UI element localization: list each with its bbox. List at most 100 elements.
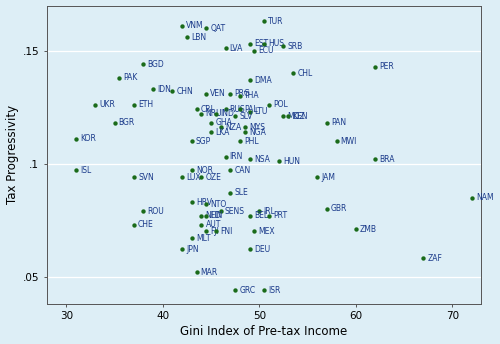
Text: SGP: SGP [196, 137, 211, 146]
Point [226, 168, 234, 173]
Text: NSA: NSA [254, 154, 270, 164]
Point [226, 190, 234, 196]
Point [260, 287, 268, 293]
Text: CRI: CRI [200, 105, 213, 114]
Text: OZE: OZE [206, 173, 222, 182]
Text: GRC: GRC [240, 286, 256, 294]
Text: IRN: IRN [230, 152, 243, 161]
Point [246, 109, 254, 115]
Text: BRA: BRA [380, 154, 395, 164]
Point [289, 71, 297, 76]
Text: FJI: FJI [210, 227, 220, 236]
Point [198, 174, 205, 180]
Point [130, 222, 138, 227]
Point [202, 25, 210, 31]
Point [91, 102, 99, 108]
Text: ROU: ROU [148, 206, 164, 216]
Point [130, 102, 138, 108]
Text: MWI: MWI [340, 137, 357, 146]
Text: JAM: JAM [322, 173, 336, 182]
Text: KOR: KOR [80, 134, 96, 143]
Point [207, 120, 215, 126]
Text: GBR: GBR [331, 204, 347, 213]
Point [216, 208, 224, 214]
Text: ZAF: ZAF [428, 254, 442, 263]
Text: VNM: VNM [186, 21, 204, 30]
Text: MEX: MEX [258, 227, 276, 236]
Text: FIN: FIN [210, 211, 223, 220]
Text: PRT: PRT [273, 211, 287, 220]
Text: ECU: ECU [258, 46, 274, 55]
Text: LKA: LKA [215, 128, 230, 137]
Text: ETH: ETH [138, 100, 153, 109]
Text: PRG: PRG [234, 89, 250, 98]
Text: CHL: CHL [297, 69, 312, 78]
Point [246, 157, 254, 162]
Text: ZMB: ZMB [360, 225, 377, 234]
Text: PAL: PAL [244, 105, 258, 114]
Point [72, 136, 80, 141]
Point [130, 174, 138, 180]
Text: PER: PER [380, 62, 394, 71]
Text: SVN: SVN [138, 173, 154, 182]
Point [178, 174, 186, 180]
Text: HUN: HUN [283, 157, 300, 166]
Text: DEU: DEU [254, 245, 270, 254]
Text: AUT: AUT [206, 220, 221, 229]
Point [212, 111, 220, 117]
Point [110, 120, 118, 126]
Point [241, 129, 249, 135]
Point [149, 86, 157, 92]
Text: BEL: BEL [254, 211, 268, 220]
Point [192, 269, 200, 275]
Text: DMA: DMA [254, 76, 272, 85]
Text: HUS: HUS [268, 40, 284, 49]
Point [178, 23, 186, 29]
Point [188, 168, 196, 173]
Text: SLV: SLV [240, 112, 252, 121]
Point [246, 41, 254, 47]
Point [332, 138, 340, 144]
Point [260, 19, 268, 24]
Point [226, 91, 234, 96]
Text: LVA: LVA [230, 44, 243, 53]
Point [178, 247, 186, 252]
Point [371, 157, 379, 162]
Point [216, 125, 224, 130]
Point [222, 154, 230, 160]
Text: PAK: PAK [124, 73, 138, 82]
Point [202, 91, 210, 96]
Text: BGD: BGD [148, 60, 164, 69]
Text: EST: EST [254, 40, 268, 49]
Text: NTO: NTO [210, 200, 226, 209]
Text: ISL: ISL [80, 166, 92, 175]
Point [198, 213, 205, 218]
Text: KEN: KEN [292, 112, 308, 121]
Point [168, 89, 176, 94]
Text: POL: POL [273, 100, 288, 109]
Text: SENS: SENS [225, 206, 245, 216]
Text: LUX: LUX [186, 173, 201, 182]
Point [236, 93, 244, 99]
Point [241, 125, 249, 130]
Point [280, 43, 287, 49]
Point [212, 229, 220, 234]
Point [183, 34, 191, 40]
Text: NAM: NAM [476, 193, 494, 202]
Point [198, 222, 205, 227]
Point [246, 247, 254, 252]
X-axis label: Gini Index of Pre-tax Income: Gini Index of Pre-tax Income [180, 325, 348, 338]
Text: SLE: SLE [234, 189, 248, 197]
Text: VEN: VEN [210, 89, 226, 98]
Point [202, 229, 210, 234]
Point [231, 114, 239, 119]
Text: NOR: NOR [196, 166, 213, 175]
Point [231, 287, 239, 293]
Point [222, 107, 230, 112]
Text: NGA: NGA [249, 128, 266, 137]
Point [250, 229, 258, 234]
Text: JPN: JPN [186, 245, 199, 254]
Point [280, 114, 287, 119]
Text: IDN: IDN [158, 85, 171, 94]
Point [256, 208, 264, 214]
